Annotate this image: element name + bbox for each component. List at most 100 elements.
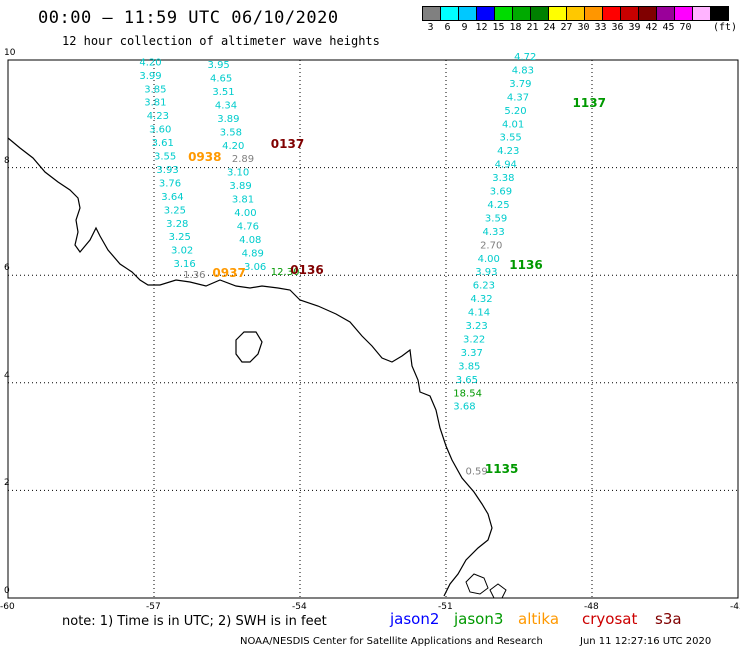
wave-height-value: 3.55 <box>500 133 522 144</box>
wave-height-value: 4.32 <box>470 294 492 305</box>
wave-height-value: 3.58 <box>220 127 242 138</box>
wave-height-value: 3.76 <box>159 178 181 189</box>
y-tick-label: 10 <box>4 48 16 58</box>
satellite-altika: altika <box>518 610 560 628</box>
satellite-cryosat: cryosat <box>582 610 638 628</box>
legend-label-1: 6 <box>444 22 451 33</box>
legend-label-7: 24 <box>543 22 556 33</box>
x-tick-label: -54 <box>292 602 307 612</box>
pass-time-label: 0137 <box>270 136 305 151</box>
credit-text: NOAA/NESDIS Center for Satellite Applica… <box>240 636 543 647</box>
wave-height-value: 4.00 <box>234 208 256 219</box>
wave-height-value: 3.85 <box>458 361 480 372</box>
map-subtitle: 12 hour collection of altimeter wave hei… <box>62 34 380 48</box>
wave-height-value: 3.64 <box>161 192 183 203</box>
legend-swatch-13 <box>656 6 675 21</box>
y-tick-label: 2 <box>4 478 10 489</box>
pass-time-label: 0136 <box>290 263 324 278</box>
wave-height-value: 12.30 <box>271 267 300 278</box>
wave-height-value: 3.37 <box>461 348 483 359</box>
wave-height-value: 3.16 <box>173 259 195 270</box>
wave-height-value: 5.20 <box>504 106 526 117</box>
wave-height-value: 4.34 <box>215 100 237 111</box>
wave-height-value: 3.06 <box>244 262 266 273</box>
footnote: note: 1) Time is in UTC; 2) SWH is in fe… <box>62 614 327 629</box>
y-tick-label: 4 <box>4 370 10 381</box>
wave-height-value: 4.23 <box>147 111 169 122</box>
wave-height-value: 4.20 <box>222 141 244 152</box>
legend-swatch-1 <box>440 6 459 21</box>
wave-height-value: 3.93 <box>475 267 497 278</box>
legend-swatch-0 <box>422 6 441 21</box>
legend-unit: (ft) <box>713 22 738 33</box>
wave-height-value: 4.33 <box>483 227 505 238</box>
x-tick-label: -60 <box>0 602 15 612</box>
wave-height-value: 4.37 <box>507 92 529 103</box>
legend-swatch-14 <box>674 6 693 21</box>
wave-height-value: 4.00 <box>478 254 500 265</box>
wave-height-value: 3.89 <box>229 181 251 192</box>
satellite-s3a: s3a <box>655 610 682 628</box>
wave-height-value: 3.69 <box>490 187 512 198</box>
wave-height-value: 4.72 <box>514 52 536 63</box>
legend-label-13: 42 <box>645 22 658 33</box>
legend-swatch-4 <box>494 6 513 21</box>
legend-label-15: 70 <box>679 22 692 33</box>
map-title: 00:00 – 11:59 UTC 06/10/2020 <box>38 8 339 28</box>
legend-swatch-2 <box>458 6 477 21</box>
pass-time-label: 0937 <box>212 265 246 280</box>
wave-height-value: 4.89 <box>242 248 264 259</box>
x-tick-label: -57 <box>146 602 161 612</box>
map-frame <box>7 59 739 599</box>
legend-swatch-7 <box>548 6 567 21</box>
generated-timestamp: Jun 11 12:27:16 UTC 2020 <box>580 636 712 647</box>
legend-swatch-5 <box>512 6 531 21</box>
pass-time-label: 0938 <box>188 150 222 165</box>
wave-height-value: 4.20 <box>139 57 161 68</box>
pass-time-label: 1136 <box>509 257 543 272</box>
legend-swatch-8 <box>566 6 585 21</box>
legend-swatch-6 <box>530 6 549 21</box>
legend-label-6: 21 <box>526 22 539 33</box>
x-tick-label: -51 <box>438 602 453 612</box>
wave-height-value: 2.70 <box>480 240 502 251</box>
wave-height-value: 3.25 <box>169 232 191 243</box>
wave-height-value: 3.93 <box>156 165 178 176</box>
legend-label-3: 12 <box>475 22 488 33</box>
wave-height-value: 4.83 <box>512 65 534 76</box>
delta-islands-path <box>465 573 507 599</box>
wave-height-value: 3.55 <box>154 152 176 163</box>
pass-time-label: 1135 <box>484 462 519 477</box>
wave-height-value: 3.65 <box>456 375 478 386</box>
legend-swatch-15 <box>692 6 711 21</box>
coastline <box>7 137 507 599</box>
x-tick-label: -48 <box>584 602 599 612</box>
wave-height-value: 4.23 <box>497 146 519 157</box>
legend-swatch-12 <box>638 6 657 21</box>
legend-label-9: 30 <box>577 22 590 33</box>
wave-height-value: 4.25 <box>487 200 509 211</box>
wave-height-value: 4.01 <box>502 119 524 130</box>
wave-height-value: 2.89 <box>232 154 254 165</box>
satellite-jason3: jason3 <box>454 610 504 628</box>
wave-height-value: 3.99 <box>139 71 161 82</box>
wave-height-value: 3.68 <box>453 402 475 413</box>
y-tick-label: 6 <box>4 263 10 274</box>
color-legend <box>422 6 729 21</box>
satellite-jason2: jason2 <box>390 610 440 628</box>
island-path <box>235 331 263 363</box>
wave-height-value: 3.81 <box>232 195 254 206</box>
wave-height-value: 4.08 <box>239 235 261 246</box>
wave-height-value: 3.28 <box>166 219 188 230</box>
wave-height-value: 3.10 <box>227 168 249 179</box>
legend-label-12: 39 <box>628 22 641 33</box>
x-tick-label: -45 <box>730 602 740 612</box>
wave-height-value: 6.23 <box>473 281 495 292</box>
legend-label-14: 45 <box>662 22 675 33</box>
wave-height-value: 3.60 <box>149 125 171 136</box>
wave-height-value: 3.51 <box>212 87 234 98</box>
map-grid <box>8 60 738 598</box>
legend-label-16 <box>694 22 711 33</box>
